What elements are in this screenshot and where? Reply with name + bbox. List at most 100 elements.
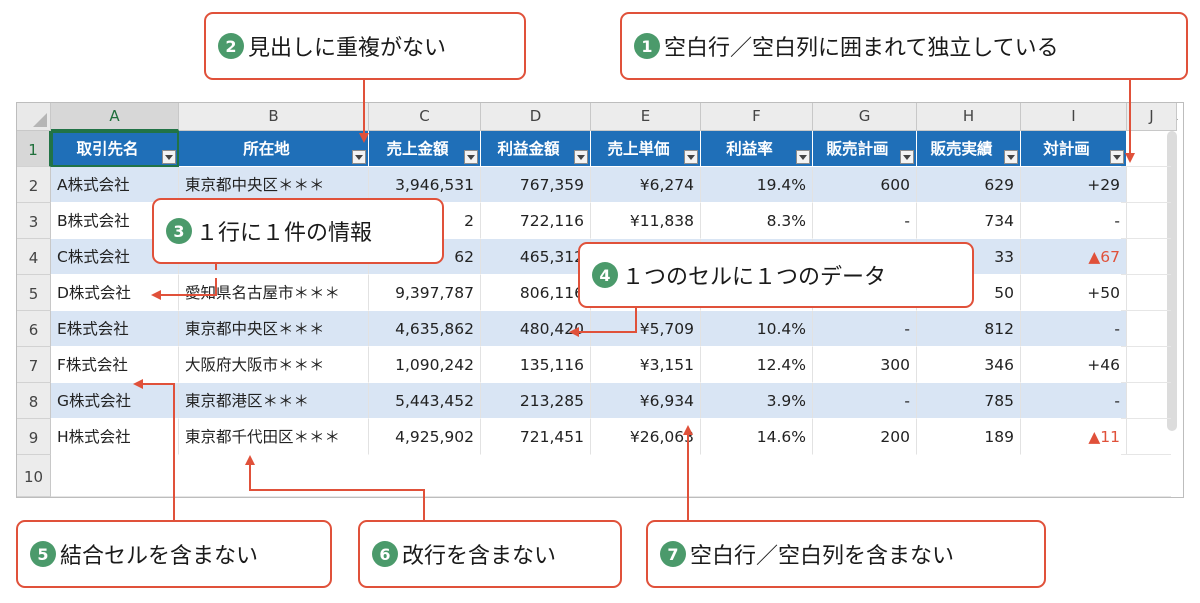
table-cell[interactable]: E株式会社 [51,311,179,347]
table-cell[interactable]: ▲11 [1021,419,1127,455]
table-cell[interactable]: 767,359 [481,167,591,203]
filter-dropdown-icon[interactable] [162,150,176,164]
table-cell[interactable]: 4,635,862 [369,311,481,347]
filter-dropdown-icon[interactable] [1110,150,1124,164]
table-cell[interactable]: ¥3,151 [591,347,701,383]
row-header-2[interactable]: 2 [17,167,51,203]
table-header-cell[interactable]: 対計画 [1021,131,1127,167]
row-header-4[interactable]: 4 [17,239,51,275]
vertical-scrollbar[interactable] [1167,131,1177,431]
table-cell[interactable]: 722,116 [481,203,591,239]
table-cell[interactable]: ¥6,934 [591,383,701,419]
column-header-h[interactable]: H [917,103,1021,131]
table-cell[interactable]: 200 [813,419,917,455]
table-cell[interactable]: 愛知県名古屋市＊＊＊ [179,275,369,311]
column-header-c[interactable]: C [369,103,481,131]
column-header-e[interactable]: E [591,103,701,131]
column-header-d[interactable]: D [481,103,591,131]
table-cell[interactable]: 734 [917,203,1021,239]
table-cell[interactable]: - [1021,311,1127,347]
table-cell[interactable]: 812 [917,311,1021,347]
table-cell[interactable]: 465,312 [481,239,591,275]
row-header-6[interactable]: 6 [17,311,51,347]
table-cell[interactable]: 東京都千代田区＊＊＊ [179,419,369,455]
column-header-g[interactable]: G [813,103,917,131]
table-cell[interactable]: 50 [917,275,1021,311]
table-cell[interactable]: 4,925,902 [369,419,481,455]
table-cell[interactable]: ¥5,709 [591,311,701,347]
row-header-5[interactable]: 5 [17,275,51,311]
table-header-cell[interactable]: 売上金額 [369,131,481,167]
table-cell[interactable]: 8.3% [701,203,813,239]
table-header-cell[interactable]: 利益金額 [481,131,591,167]
row-header-7[interactable]: 7 [17,347,51,383]
table-cell[interactable]: 14.6% [701,419,813,455]
table-header-cell[interactable]: 取引先名 [51,131,179,167]
table-cell[interactable]: 東京都中央区＊＊＊ [179,311,369,347]
filter-dropdown-icon[interactable] [900,150,914,164]
table-cell[interactable]: 大阪府大阪市＊＊＊ [179,347,369,383]
table-cell[interactable]: 300 [813,347,917,383]
column-header-b[interactable]: B [179,103,369,131]
table-cell[interactable]: - [1021,383,1127,419]
table-cell[interactable]: 785 [917,383,1021,419]
table-header-cell[interactable]: 販売計画 [813,131,917,167]
gridline [1121,202,1171,203]
table-cell[interactable]: 5,443,452 [369,383,481,419]
column-header-i[interactable]: I [1021,103,1127,131]
table-cell[interactable]: 東京都中央区＊＊＊ [179,167,369,203]
column-header-a[interactable]: A [51,103,179,131]
table-cell[interactable]: D株式会社 [51,275,179,311]
table-cell[interactable]: - [813,203,917,239]
table-cell[interactable]: 1,090,242 [369,347,481,383]
table-cell[interactable]: 189 [917,419,1021,455]
table-header-cell[interactable]: 利益率 [701,131,813,167]
table-header-cell[interactable]: 所在地 [179,131,369,167]
table-cell[interactable]: ¥6,274 [591,167,701,203]
table-cell[interactable]: 10.4% [701,311,813,347]
table-cell[interactable]: - [813,311,917,347]
table-cell[interactable]: ¥11,838 [591,203,701,239]
table-cell[interactable]: A株式会社 [51,167,179,203]
filter-dropdown-icon[interactable] [1004,150,1018,164]
column-header-f[interactable]: F [701,103,813,131]
table-cell[interactable]: 東京都港区＊＊＊ [179,383,369,419]
table-cell[interactable]: - [813,383,917,419]
table-cell[interactable]: - [1021,203,1127,239]
row-header-9[interactable]: 9 [17,419,51,455]
table-cell[interactable]: +50 [1021,275,1127,311]
table-cell[interactable]: ¥26,063 [591,419,701,455]
row-header-10[interactable]: 10 [17,455,51,497]
filter-dropdown-icon[interactable] [796,150,810,164]
row-header-8[interactable]: 8 [17,383,51,419]
column-header-j[interactable]: J [1127,103,1177,131]
table-cell[interactable]: F株式会社 [51,347,179,383]
table-cell[interactable]: 721,451 [481,419,591,455]
table-cell[interactable]: 9,397,787 [369,275,481,311]
table-cell[interactable]: 135,116 [481,347,591,383]
table-cell[interactable]: G株式会社 [51,383,179,419]
table-cell[interactable]: 19.4% [701,167,813,203]
table-cell[interactable]: 213,285 [481,383,591,419]
filter-dropdown-icon[interactable] [684,150,698,164]
table-cell[interactable]: 600 [813,167,917,203]
table-cell[interactable]: 12.4% [701,347,813,383]
table-cell[interactable]: 346 [917,347,1021,383]
table-cell[interactable]: 480,420 [481,311,591,347]
select-all-corner[interactable] [17,103,51,131]
filter-dropdown-icon[interactable] [352,150,366,164]
table-header-cell[interactable]: 販売実績 [917,131,1021,167]
filter-dropdown-icon[interactable] [464,150,478,164]
row-header-1[interactable]: 1 [17,131,51,167]
filter-dropdown-icon[interactable] [574,150,588,164]
table-cell[interactable]: 3.9% [701,383,813,419]
table-cell[interactable]: 3,946,531 [369,167,481,203]
table-cell[interactable]: +46 [1021,347,1127,383]
table-cell[interactable]: 629 [917,167,1021,203]
table-cell[interactable]: +29 [1021,167,1127,203]
table-header-cell[interactable]: 売上単価 [591,131,701,167]
table-cell[interactable]: H株式会社 [51,419,179,455]
row-header-3[interactable]: 3 [17,203,51,239]
table-cell[interactable]: ▲67 [1021,239,1127,275]
